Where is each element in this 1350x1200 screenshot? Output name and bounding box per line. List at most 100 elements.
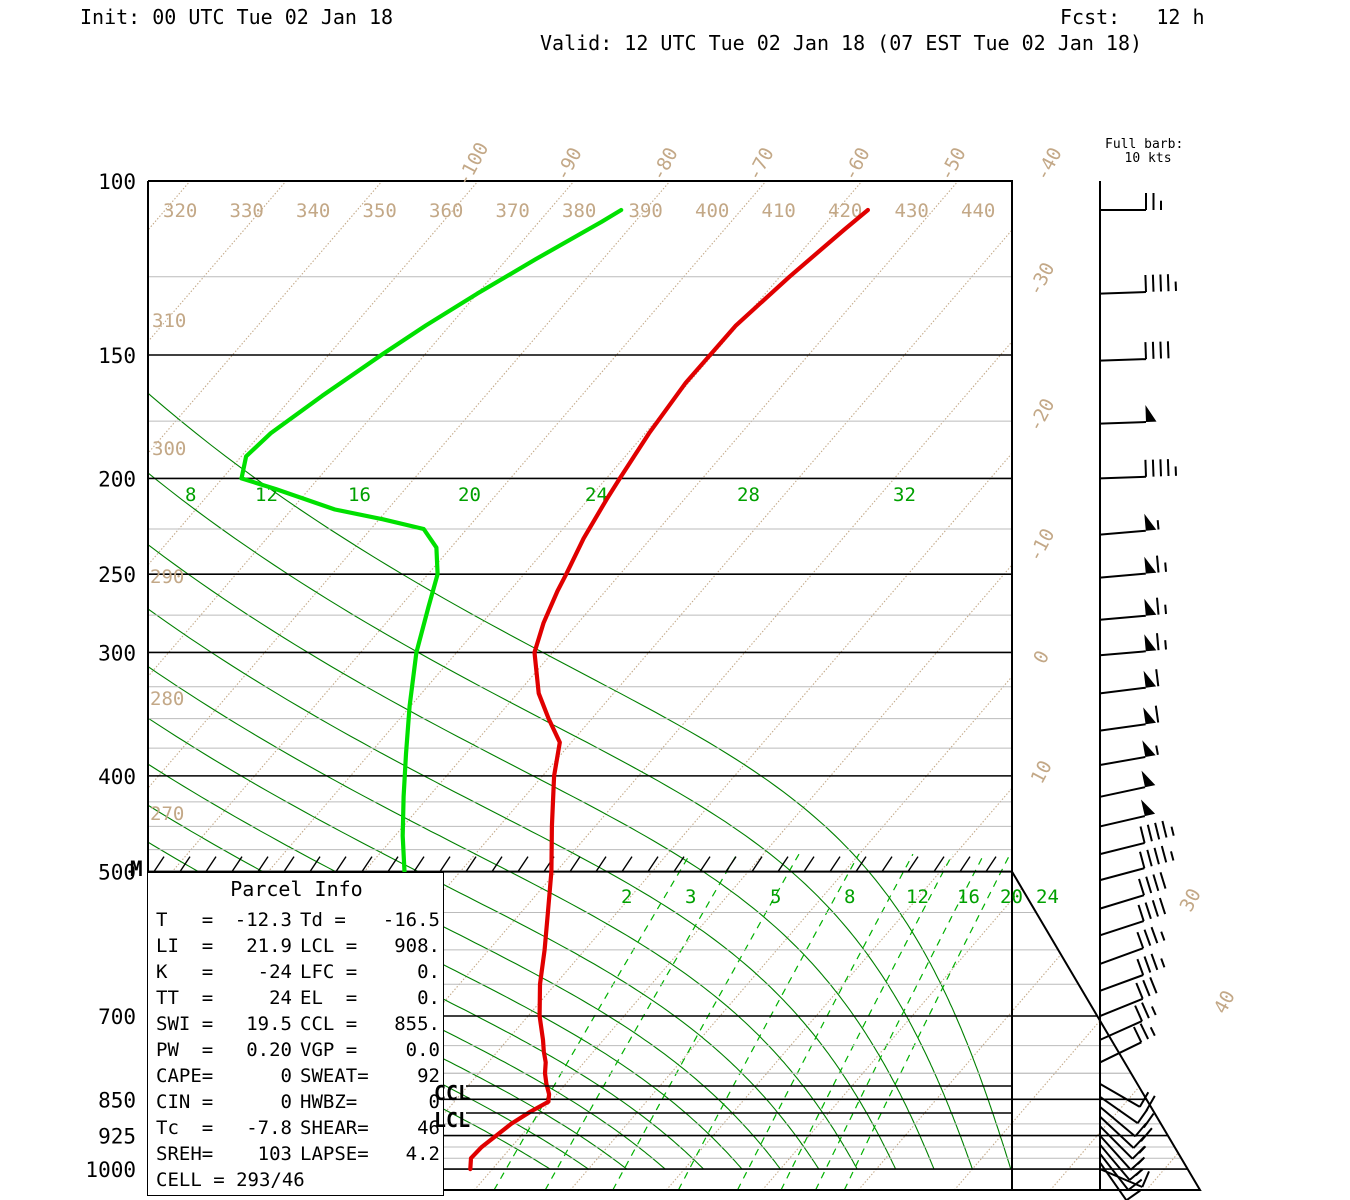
parcel-left-label: SREH=: [156, 1143, 214, 1165]
parcel-right-value: 92: [417, 1065, 440, 1087]
svg-text:370: 370: [496, 200, 530, 222]
svg-text:40: 40: [1210, 987, 1240, 1018]
parcel-info-row: T = -12.3 Td = -16.5: [148, 907, 445, 933]
parcel-left-label: K =: [156, 961, 214, 983]
svg-text:8: 8: [844, 886, 855, 908]
svg-text:-40: -40: [1031, 144, 1067, 185]
svg-text:-90: -90: [551, 144, 587, 185]
parcel-left-value: -12.3: [234, 909, 292, 931]
parcel-right-value: 0.: [417, 961, 440, 983]
svg-text:-60: -60: [839, 144, 875, 185]
parcel-left-value: 103: [257, 1143, 292, 1165]
svg-text:2: 2: [621, 886, 632, 908]
svg-text:250: 250: [98, 563, 136, 587]
pressure-tick-labels: 100 150 200 250 300 400 500 700 850 925 1000: [85, 170, 136, 1182]
parcel-info-box: Parcel Info T = -12.3 Td = -16.5 LI = 21.9 LCL…: [147, 872, 444, 1196]
svg-text:420: 420: [828, 200, 862, 222]
svg-text:400: 400: [695, 200, 729, 222]
svg-text:150: 150: [98, 344, 136, 368]
mean-level-marker: M: [130, 857, 143, 881]
svg-text:0: 0: [1029, 647, 1054, 667]
svg-text:280: 280: [150, 688, 184, 710]
svg-text:400: 400: [98, 765, 136, 789]
svg-text:10: 10: [1027, 757, 1057, 788]
svg-text:500: 500: [98, 861, 136, 885]
parcel-right-value: 0: [428, 1091, 440, 1113]
parcel-right-label: HWBZ=: [300, 1091, 358, 1113]
moist-adiabat-labels: 8 12 16 20 24 28 32: [185, 484, 916, 506]
lcl-marker: LCL: [434, 1108, 471, 1132]
temperature-curve: [468, 207, 870, 1172]
svg-text:700: 700: [98, 1005, 136, 1029]
svg-text:390: 390: [629, 200, 663, 222]
svg-text:5: 5: [770, 886, 781, 908]
parcel-left-value: 0: [280, 1091, 292, 1113]
parcel-right-label: SWEAT=: [300, 1065, 369, 1087]
svg-text:290: 290: [150, 566, 184, 588]
parcel-info-row: SWI = 19.5 CCL = 855.: [148, 1011, 445, 1037]
parcel-right-value: 46: [417, 1117, 440, 1139]
boundary-hatching: [153, 856, 997, 873]
parcel-cell-row: CELL = 293/46: [148, 1167, 445, 1193]
parcel-right-label: Td =: [300, 909, 346, 931]
parcel-left-value: 24: [269, 987, 292, 1009]
svg-text:100: 100: [98, 170, 136, 194]
svg-text:-20: -20: [1024, 395, 1060, 436]
parcel-info-row: K = -24 LFC = 0.: [148, 959, 445, 985]
header-fcst: Fcst: 12 h: [1060, 5, 1205, 29]
svg-text:270: 270: [150, 803, 184, 825]
parcel-left-label: TT =: [156, 987, 214, 1009]
parcel-right-value: 855.: [394, 1013, 440, 1035]
parcel-info-row: PW = 0.20 VGP = 0.0: [148, 1037, 445, 1063]
parcel-cell-value: CELL = 293/46: [156, 1169, 305, 1191]
header-valid: Valid: 12 UTC Tue 02 Jan 18 (07 EST Tue …: [540, 31, 1143, 55]
parcel-left-value: -24: [257, 961, 292, 983]
svg-text:12: 12: [906, 886, 929, 908]
svg-text:24: 24: [585, 484, 608, 506]
parcel-info-row: CIN = 0 HWBZ= 0: [148, 1089, 445, 1115]
parcel-left-label: PW =: [156, 1039, 214, 1061]
svg-text:380: 380: [562, 200, 596, 222]
parcel-left-value: 0.20: [246, 1039, 292, 1061]
svg-text:300: 300: [152, 438, 186, 460]
parcel-right-value: 4.2: [405, 1143, 440, 1165]
mixing-ratio-labels: 2 3 5 8 12 16 20 24: [621, 886, 1059, 908]
parcel-right-value: 908.: [394, 935, 440, 957]
parcel-right-label: LAPSE=: [300, 1143, 369, 1165]
svg-text:430: 430: [895, 200, 929, 222]
svg-text:20: 20: [1000, 886, 1023, 908]
svg-text:32: 32: [893, 484, 916, 506]
parcel-right-label: SHEAR=: [300, 1117, 369, 1139]
svg-text:20: 20: [458, 484, 481, 506]
svg-text:350: 350: [363, 200, 397, 222]
parcel-left-value: -7.8: [246, 1117, 292, 1139]
parcel-right-label: LFC =: [300, 961, 358, 983]
parcel-left-value: 21.9: [246, 935, 292, 957]
svg-text:320: 320: [163, 200, 197, 222]
parcel-left-value: 19.5: [246, 1013, 292, 1035]
parcel-left-label: Tc =: [156, 1117, 214, 1139]
svg-text:30: 30: [1176, 885, 1206, 916]
mixing-ratio-lines: [493, 853, 1011, 1190]
svg-text:8: 8: [185, 484, 196, 506]
svg-text:-10: -10: [1024, 525, 1060, 566]
parcel-right-label: EL =: [300, 987, 358, 1009]
svg-text:340: 340: [296, 200, 330, 222]
svg-text:925: 925: [98, 1125, 136, 1149]
parcel-left-label: T =: [156, 909, 214, 931]
svg-text:-80: -80: [647, 144, 683, 185]
parcel-info-title: Parcel Info: [230, 877, 363, 901]
header-init: Init: 00 UTC Tue 02 Jan 18: [80, 5, 394, 29]
svg-text:440: 440: [961, 200, 995, 222]
svg-text:410: 410: [762, 200, 796, 222]
parcel-right-value: -16.5: [382, 909, 440, 931]
svg-text:850: 850: [98, 1088, 136, 1112]
ccl-marker: CCL: [434, 1081, 471, 1105]
svg-text:1000: 1000: [85, 1158, 136, 1182]
parcel-info-row: CAPE= 0 SWEAT= 92: [148, 1063, 445, 1089]
parcel-right-value: 0.: [417, 987, 440, 1009]
svg-text:330: 330: [230, 200, 264, 222]
svg-text:200: 200: [98, 467, 136, 491]
parcel-info-row: LI = 21.9 LCL = 908.: [148, 933, 445, 959]
